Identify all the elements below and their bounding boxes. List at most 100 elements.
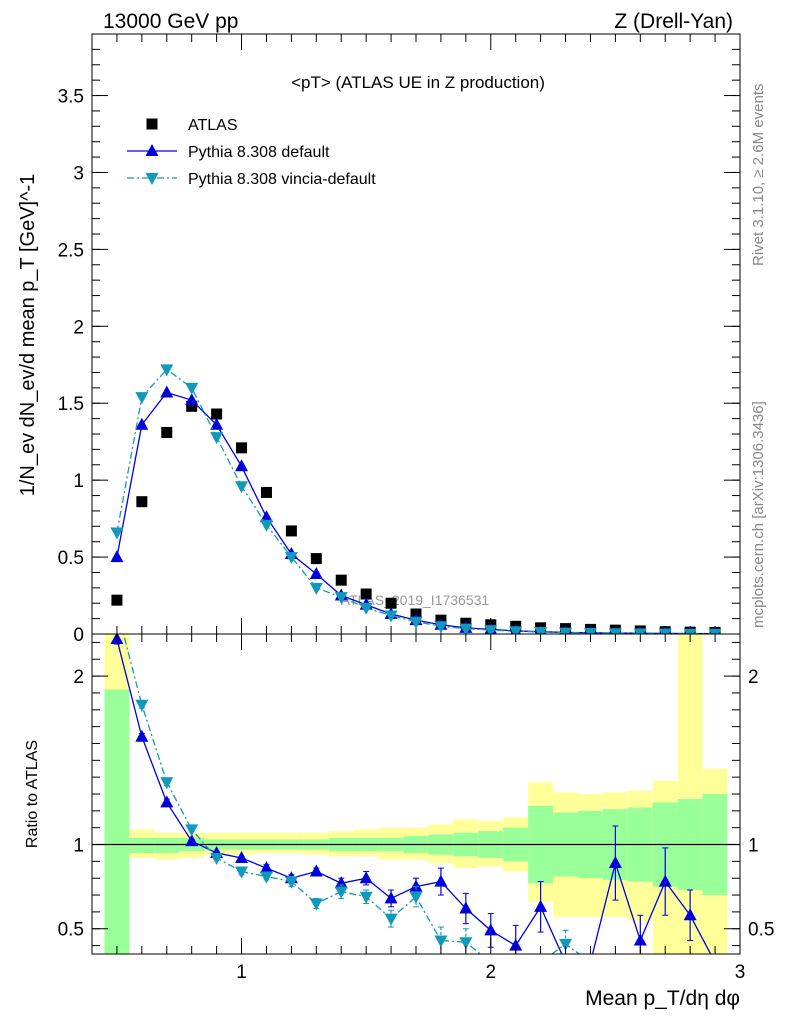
pythia-vincia-point — [658, 628, 672, 634]
ratio-y-tick-label: 0.5 — [58, 920, 84, 941]
ratio-panel: 0.5 0.5 1 1 2 2 1 2 3 Ratio to ATLAS Mean p_T/d… — [24, 633, 774, 1010]
ratio-y-axis-label: Ratio to ATLAS — [24, 740, 41, 848]
pythia-vincia-point — [334, 592, 348, 605]
ratio-stat-band — [129, 837, 155, 853]
pythia-default-point — [160, 385, 174, 398]
pythia-vincia-point — [683, 628, 697, 634]
pythia-vincia-point — [160, 364, 174, 377]
pythia-vincia-point — [210, 432, 224, 445]
main-series — [110, 364, 722, 634]
pythia-vincia-ratio-point — [210, 853, 224, 865]
pythia-default-point — [185, 393, 199, 406]
pythia-vincia-point — [359, 602, 373, 615]
legend-pythia-vincia-marker — [145, 173, 159, 185]
pythia-default-ratio-point — [334, 876, 348, 889]
ratio-y-tick-label-right: 0.5 — [748, 920, 774, 941]
pythia-vincia-ratio-point — [434, 935, 448, 948]
pythia-default-ratio-point — [658, 874, 672, 887]
pythia-vincia-ratio-point — [384, 913, 398, 926]
main-y-tick-label: 3 — [73, 163, 84, 184]
legend-pythia-default-label: Pythia 8.308 default — [188, 144, 330, 161]
atlas-point — [186, 400, 198, 412]
pythia-default-ratio-point — [384, 891, 398, 904]
header-left: 13000 GeV pp — [103, 10, 238, 33]
atlas-point — [136, 496, 148, 508]
pythia-default-ratio-point — [160, 795, 174, 808]
legend-atlas-label: ATLAS — [188, 117, 238, 134]
legend-atlas-marker — [146, 118, 158, 130]
pythia-vincia-point — [559, 627, 573, 634]
pythia-vincia-point — [484, 625, 498, 634]
rivet-label: Rivet 3.1.10, ≥ 2.6M events — [750, 84, 767, 267]
ratio-y-tick-label: 2 — [73, 667, 84, 688]
pythia-default-ratio-point — [633, 933, 647, 946]
ratio-y-tick-label-right: 1 — [748, 836, 759, 857]
pythia-vincia-point — [110, 527, 124, 540]
pythia-vincia-point — [135, 392, 149, 405]
legend-pythia-vincia-label: Pythia 8.308 vincia-default — [188, 171, 376, 188]
atlas-point — [211, 408, 223, 420]
pythia-default-point — [309, 567, 323, 579]
pythia-vincia-point — [633, 628, 647, 634]
x-tick-label: 1 — [236, 962, 247, 983]
pythia-vincia-point — [708, 628, 722, 634]
pythia-vincia-point — [434, 621, 448, 634]
legend-pythia-default-marker — [145, 144, 159, 156]
mcplots-label: mcplots.cern.ch [arXiv:1306.3436] — [750, 401, 767, 628]
atlas-point — [285, 525, 297, 537]
pythia-vincia-point — [235, 481, 249, 494]
pythia-default-ratio-point — [235, 851, 249, 863]
pythia-vincia-point — [284, 552, 298, 565]
atlas-point — [310, 553, 322, 565]
pythia-default-ratio-point — [484, 923, 498, 936]
pythia-default-point — [235, 459, 249, 472]
pythia-default-ratio-point — [683, 908, 697, 921]
main-title: <pT> (ATLAS UE in Z production) — [291, 73, 545, 92]
atlas-point — [360, 588, 372, 600]
pythia-default-ratio-point — [309, 864, 323, 877]
main-y-axis-label: 1/N_ev dN_ev/d mean p_T [GeV]^-1 — [17, 174, 39, 497]
pythia-vincia-ratio-point — [459, 937, 473, 950]
pythia-default-point — [210, 417, 224, 430]
ratio-y-tick-label-right: 2 — [748, 667, 759, 688]
main-y-tick-label: 3.5 — [58, 87, 84, 108]
ratio-bands — [104, 634, 728, 954]
pythia-vincia-ratio-point — [559, 938, 573, 951]
pythia-default-point — [110, 550, 124, 563]
pythia-default-ratio-point — [459, 901, 473, 914]
pythia-default-ratio-point — [135, 729, 149, 742]
pythia-vincia-point — [459, 623, 473, 634]
pythia-default-point — [135, 417, 149, 430]
pythia-default-ratio-point — [608, 856, 622, 869]
pythia-vincia-ratio-point — [284, 876, 298, 889]
pythia-vincia-point — [409, 616, 423, 629]
ratio-stat-band — [154, 837, 180, 853]
main-y-ticks: 0 0.5 1 1.5 2 2.5 3 3.5 — [58, 48, 740, 646]
pythia-vincia-ratio-point — [160, 777, 174, 790]
ratio-x-ticks: 1 2 3 — [91, 634, 745, 983]
x-axis-label: Mean p_T/dη dφ — [585, 987, 740, 1010]
pythia-default-ratio-point — [534, 899, 548, 912]
pythia-vincia-point — [309, 582, 323, 595]
watermark: ATLAS_2019_I1736531 — [341, 592, 490, 608]
pythia-vincia-point — [509, 626, 523, 634]
pythia-vincia-point — [534, 627, 548, 634]
pythia-default-ratio-point — [434, 874, 448, 887]
ratio-y-tick-label: 1 — [73, 836, 84, 857]
pythia-default-ratio-point — [259, 861, 273, 874]
main-y-tick-label: 0 — [73, 625, 84, 646]
atlas-point — [236, 442, 248, 454]
pythia-vincia-ratio-point — [235, 866, 249, 879]
main-y-tick-label: 1.5 — [58, 394, 84, 415]
pythia-vincia-point — [583, 627, 597, 634]
pythia-vincia-ratio-point — [309, 898, 323, 911]
ratio-stat-band — [104, 689, 130, 954]
header-right: Z (Drell-Yan) — [614, 10, 733, 33]
main-y-tick-label: 2.5 — [58, 240, 84, 261]
pythia-vincia-point — [608, 628, 622, 634]
legend: ATLAS Pythia 8.308 default Pythia 8.308 vi… — [127, 117, 376, 188]
pythia-vincia-ratio-point — [409, 891, 423, 904]
atlas-point — [335, 574, 347, 586]
pythia-vincia-point — [384, 610, 398, 623]
